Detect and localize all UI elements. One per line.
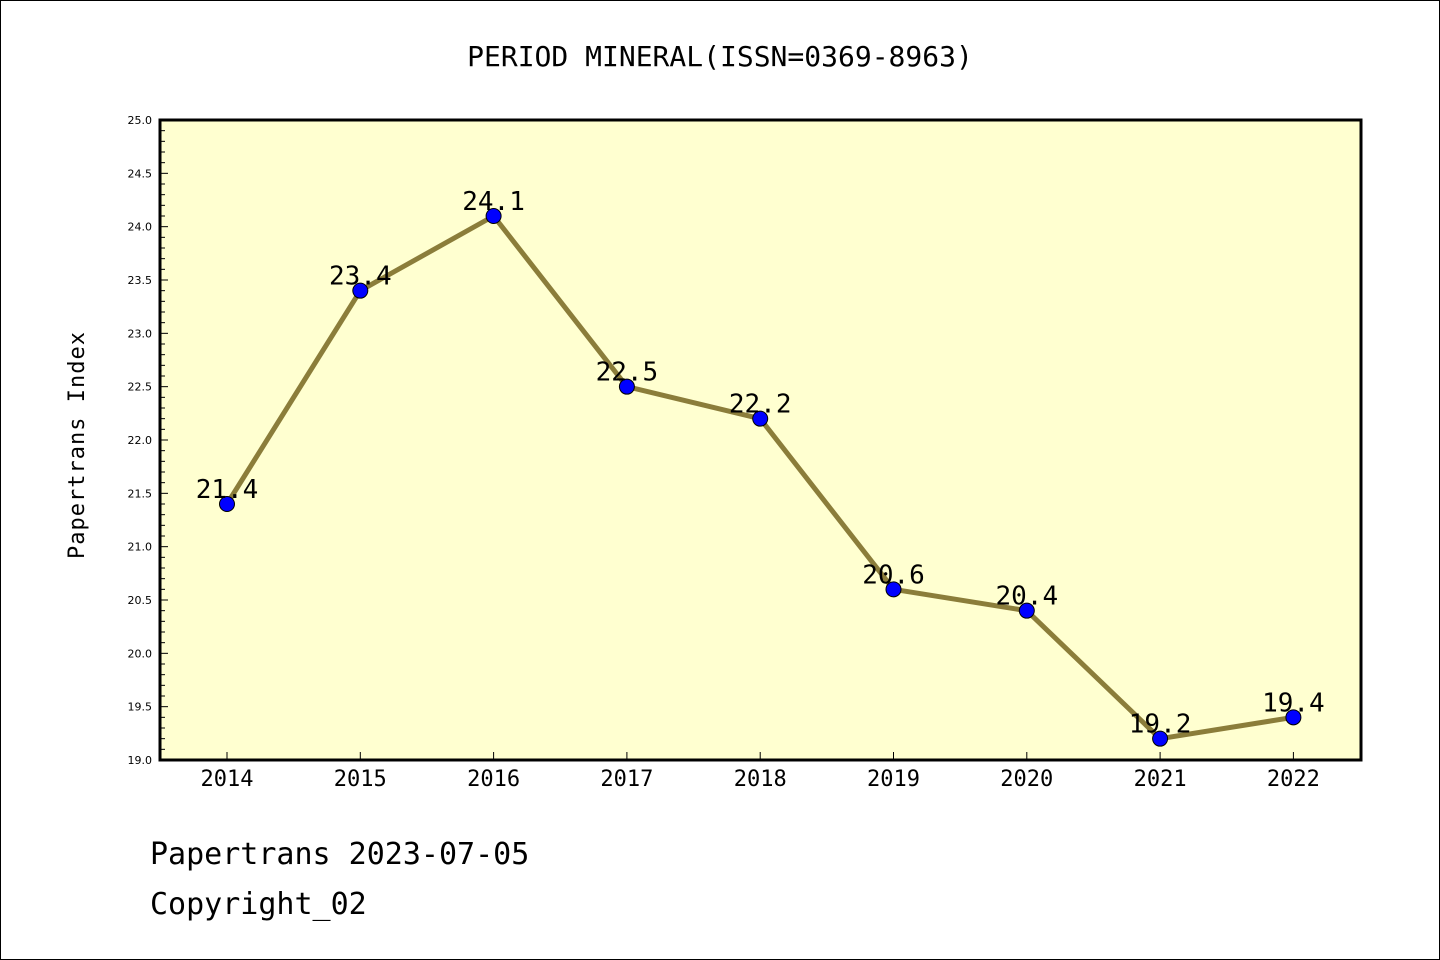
y-tick-label: 24.0	[128, 221, 153, 234]
y-tick-label: 24.5	[128, 167, 153, 180]
y-axis-label: Papertrans Index	[65, 331, 90, 559]
data-label: 19.2	[1129, 710, 1192, 740]
y-tick-label: 20.5	[128, 594, 153, 607]
y-tick-label: 25.0	[128, 114, 153, 127]
data-point	[618, 378, 635, 395]
data-label: 21.4	[196, 475, 259, 505]
data-series: 21.4 23.4 24.1 22.5 22.2 20.6 20.4 19.2 19.4	[196, 187, 1325, 747]
footer-copyright: Copyright_02	[150, 887, 367, 922]
y-tick-label: 23.5	[128, 274, 153, 287]
y-tick-label: 19.0	[128, 754, 153, 767]
footer-date: Papertrans 2023-07-05	[150, 837, 529, 872]
data-label: 22.5	[596, 358, 659, 388]
y-tick-label: 21.0	[128, 541, 153, 554]
x-tick-label: 2015	[334, 767, 387, 792]
data-label: 20.6	[862, 560, 925, 590]
y-tick-label: 19.5	[128, 701, 153, 714]
plot-border	[158, 118, 1363, 762]
x-tick-label: 2016	[467, 767, 520, 792]
x-axis: 2014 2015 2016 2017 2018 2019 2020 2021 2022	[201, 752, 1320, 792]
x-tick-label: 2021	[1134, 767, 1187, 792]
x-tick-label: 2019	[867, 767, 920, 792]
y-tick-label: 23.0	[128, 327, 153, 340]
plot-area	[160, 120, 1361, 760]
x-tick-label: 2020	[1000, 767, 1053, 792]
y-tick-label: 22.5	[128, 381, 153, 394]
data-point	[752, 410, 769, 427]
data-point	[885, 581, 902, 598]
data-label: 20.4	[995, 582, 1058, 612]
x-tick-label: 2018	[734, 767, 787, 792]
y-tick-label: 20.0	[128, 647, 153, 660]
y-tick-label: 22.0	[128, 434, 153, 447]
data-label: 23.4	[329, 262, 392, 292]
y-tick-label: 21.5	[128, 487, 153, 500]
data-point	[219, 496, 235, 512]
data-label: 22.2	[729, 390, 792, 420]
data-point	[485, 208, 502, 224]
chart-title: PERIOD MINERAL(ISSN=0369-8963)	[467, 40, 973, 73]
x-tick-label: 2022	[1267, 767, 1320, 792]
x-tick-label: 2014	[201, 767, 254, 792]
data-point	[352, 282, 369, 299]
data-point	[1018, 602, 1035, 619]
data-label: 24.1	[462, 187, 525, 217]
data-label: 19.4	[1262, 688, 1325, 718]
data-point	[1152, 730, 1169, 747]
data-point	[1285, 709, 1302, 726]
x-tick-label: 2017	[600, 767, 653, 792]
